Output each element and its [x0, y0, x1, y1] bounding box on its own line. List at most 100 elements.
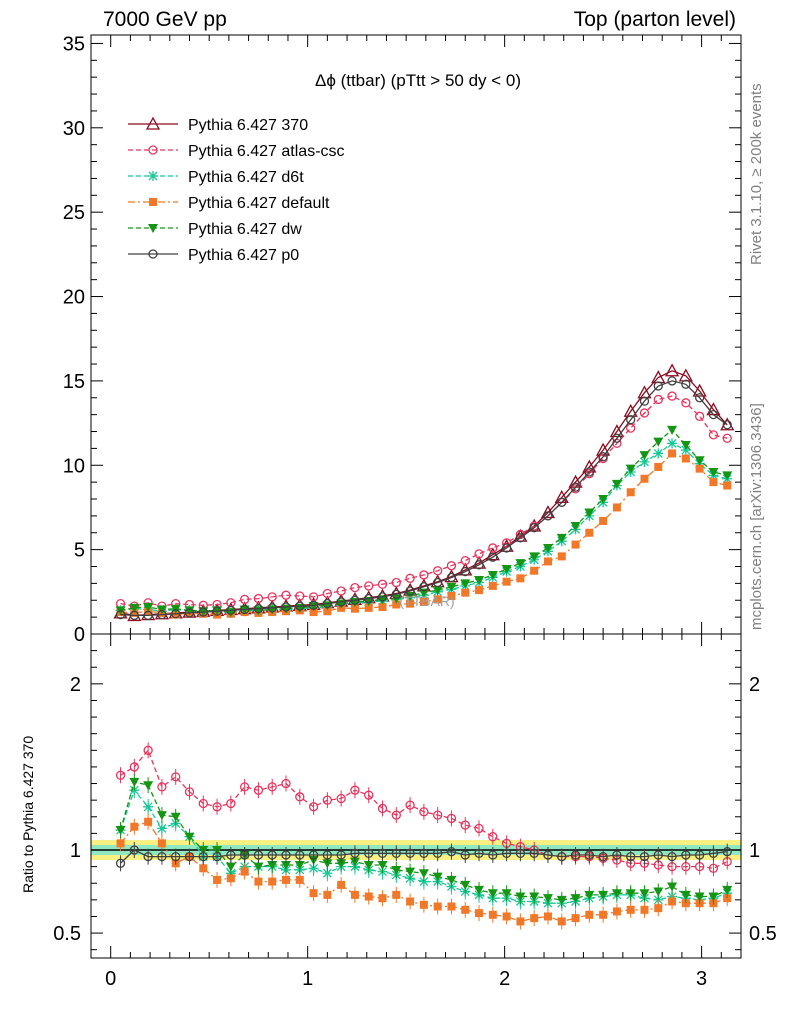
data-point	[681, 379, 691, 389]
ratio-point	[240, 867, 249, 876]
data-point	[460, 555, 470, 566]
data-point	[323, 607, 332, 616]
ratio-point	[309, 889, 318, 898]
ratio-point	[611, 889, 622, 899]
data-point	[653, 381, 663, 391]
data-point	[640, 474, 649, 483]
ratio-point	[281, 850, 291, 860]
data-point	[653, 437, 664, 447]
ratio-point	[350, 890, 359, 899]
ratio-point	[322, 795, 333, 805]
data-point	[612, 503, 621, 512]
ratio-point	[115, 826, 126, 836]
data-point	[501, 538, 512, 548]
ratio-point	[556, 895, 567, 905]
ratio-point	[143, 781, 154, 791]
data-point	[540, 505, 556, 519]
ratio-point	[199, 864, 208, 873]
ratio-point	[129, 845, 139, 855]
data-point	[460, 566, 470, 577]
ratio-point	[129, 785, 140, 796]
data-point	[667, 376, 677, 386]
ratio-point	[322, 850, 333, 860]
ratio-point	[144, 817, 153, 826]
ratio-point	[722, 885, 733, 895]
data-point	[281, 602, 291, 612]
data-point	[433, 595, 442, 604]
ratio-point	[530, 914, 539, 923]
data-point	[599, 516, 608, 525]
ratio-point	[516, 917, 525, 926]
ratio-point	[212, 802, 222, 812]
ratio-point	[694, 850, 705, 860]
data-point	[130, 608, 139, 617]
ratio-point	[350, 848, 360, 858]
ratio-point	[226, 874, 235, 883]
ratio-point	[529, 848, 539, 858]
ratio-point	[226, 850, 236, 860]
data-point	[405, 573, 415, 583]
y-tick-label: 35	[63, 33, 85, 55]
ratio-frame	[90, 633, 742, 959]
data-point	[377, 592, 388, 602]
data-point	[708, 430, 719, 440]
ratio-point	[419, 848, 429, 858]
legend-entry-4: Pythia 6.427 dw	[128, 221, 302, 238]
data-point	[461, 588, 470, 597]
data-point	[543, 557, 552, 566]
ratio-point	[543, 912, 552, 921]
data-point	[295, 591, 305, 601]
ratio-point	[308, 850, 319, 860]
data-point	[598, 495, 609, 505]
ratio-series-4	[115, 842, 732, 872]
data-point	[171, 610, 180, 619]
ratio-point	[364, 848, 374, 858]
data-point	[556, 533, 567, 543]
data-point	[680, 441, 691, 451]
ratio-point	[667, 882, 678, 892]
ratio-point	[460, 850, 470, 860]
data-point	[309, 608, 318, 617]
y-tick-label: 15	[63, 371, 85, 393]
ratio-point	[653, 894, 664, 905]
series-line	[120, 370, 728, 617]
legend: Pythia 6.427 370 Pythia 6.427 atlas-csc Py…	[128, 116, 345, 264]
ratio-point	[405, 848, 415, 858]
data-point	[460, 579, 471, 589]
mcplots-label: mcplots.cern.ch [arXiv:1306.3436]	[748, 403, 765, 630]
ratio-point	[336, 859, 347, 869]
data-point	[184, 608, 195, 618]
ratio-point	[377, 860, 388, 870]
data-point	[639, 456, 650, 467]
data-point	[406, 599, 415, 608]
ratio-point	[364, 790, 374, 800]
ratio-point	[308, 863, 319, 874]
ratio-point	[570, 850, 581, 860]
ratio-point	[723, 894, 732, 903]
data-point	[681, 398, 691, 408]
data-point	[557, 497, 567, 508]
ratio-point	[253, 785, 264, 795]
ratio-point	[363, 860, 374, 870]
data-point	[184, 606, 195, 616]
ratio-point	[253, 850, 264, 860]
ratio-point	[323, 890, 332, 899]
ratio-point	[281, 860, 291, 870]
ratio-point	[170, 812, 181, 822]
ratio-point	[391, 848, 401, 858]
ratio-point	[294, 860, 305, 870]
ratio-point	[143, 851, 153, 862]
ratio-point	[502, 912, 511, 921]
series-line	[120, 428, 728, 613]
rivet-label: Rivet 3.1.10, ≥ 200k events	[748, 83, 765, 265]
ratio-point	[501, 889, 512, 899]
ratio-point	[226, 798, 236, 809]
data-point	[694, 411, 705, 421]
ratio-point	[488, 910, 497, 919]
ratio-point	[474, 823, 484, 834]
data-point	[542, 543, 553, 553]
ratio-point	[584, 850, 594, 860]
data-point	[418, 588, 429, 598]
ratio-point	[557, 851, 567, 862]
data-point	[129, 603, 140, 613]
